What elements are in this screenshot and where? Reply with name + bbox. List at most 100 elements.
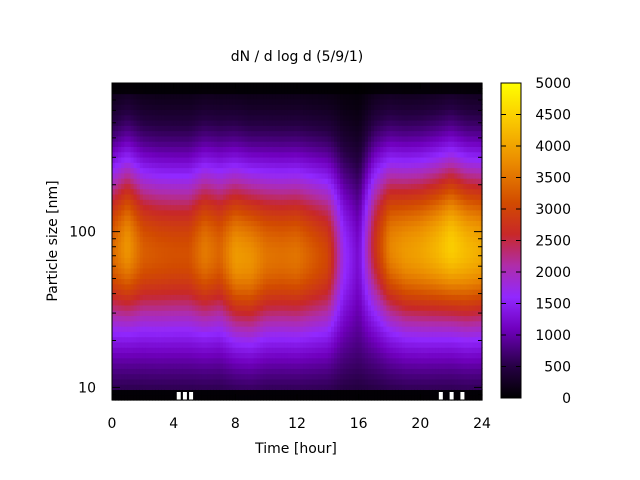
heatmap-cell [195,331,199,338]
heatmap-cell [189,336,193,343]
heatmap-cell [182,341,187,348]
heatmap-cell [269,114,273,121]
heatmap-cell [198,209,203,216]
heatmap-cell [327,125,332,132]
heatmap-cell [263,246,267,253]
heatmap-cell [293,241,298,248]
heatmap-cell [260,310,264,317]
heatmap-cell [167,278,172,285]
heatmap-cell [287,183,292,190]
heatmap-cell [275,146,280,153]
heatmap-cell [164,257,169,264]
heatmap-cell [115,236,119,243]
heatmap-cell [121,109,125,116]
heatmap-cell [297,215,301,221]
heatmap-cell [364,172,369,179]
heatmap-cell [226,225,230,232]
heatmap-cell [115,141,119,147]
heatmap-cell [207,88,212,95]
heatmap-cell [213,373,218,380]
heatmap-cell [306,267,310,274]
heatmap-cell [330,389,335,396]
heatmap-cell [358,204,363,211]
heatmap-cell [287,289,292,295]
heatmap-cell [269,352,273,359]
heatmap-cell [260,109,264,116]
heatmap-cell [195,315,199,322]
heatmap-cell [346,246,351,253]
heatmap-cell [256,378,261,385]
heatmap-cell [297,146,301,153]
heatmap-cell [152,273,156,280]
heatmap-cell [266,304,270,311]
heatmap-cell [352,241,357,248]
heatmap-cell [226,98,230,105]
heatmap-cell [115,98,119,105]
heatmap-cell [300,204,304,211]
heatmap-cell [210,172,215,179]
heatmap-cell [263,204,267,211]
heatmap-cell [182,352,187,359]
heatmap-cell [346,294,351,301]
heatmap-cell [346,178,351,184]
heatmap-cell [238,135,243,142]
heatmap-cell [149,241,153,248]
heatmap-cell [260,172,264,179]
heatmap-cell [324,294,329,301]
heatmap-cell [223,104,227,111]
heatmap-cell [297,336,301,343]
heatmap-cell [340,246,344,253]
heatmap-cell [176,320,181,327]
heatmap-cell [250,93,255,100]
heatmap-cell [213,273,218,280]
heatmap-cell [136,241,141,248]
heatmap-cell [241,98,246,105]
heatmap-cell [164,278,169,285]
heatmap-cell [210,215,215,221]
heatmap-cell [189,230,193,237]
heatmap-cell [204,384,209,391]
heatmap-cell [124,93,129,100]
heatmap-cell [155,294,159,301]
heatmap-cell [306,273,310,280]
heatmap-cell [235,125,240,132]
heatmap-cell [340,146,344,153]
heatmap-cell [244,225,249,232]
heatmap-cell [260,315,264,322]
heatmap-cell [170,326,175,332]
heatmap-cell [260,178,264,184]
heatmap-cell [161,114,166,121]
heatmap-cell [173,114,178,121]
heatmap-cell [232,172,236,179]
heatmap-cell [318,125,323,132]
heatmap-cell [219,204,224,211]
heatmap-cell [182,320,187,327]
heatmap-cell [204,273,209,280]
heatmap-cell [182,294,187,301]
heatmap-cell [170,225,175,232]
heatmap-cell [158,162,162,169]
heatmap-cell [238,98,243,105]
heatmap-cell [293,119,298,126]
heatmap-cell [340,315,344,322]
heatmap-cell [235,257,240,264]
heatmap-cell [115,283,119,290]
heatmap-cell [186,283,190,290]
heatmap-cell [161,178,166,184]
heatmap-cell [136,347,141,354]
heatmap-cell [173,273,178,280]
heatmap-cell [312,109,317,116]
heatmap-cell [327,241,332,248]
heatmap-cell [219,125,224,132]
heatmap-cell [269,341,273,348]
heatmap-cell [306,299,310,306]
heatmap-cell [364,98,369,105]
heatmap-cell [145,341,150,348]
heatmap-cell [293,336,298,343]
heatmap-cell [327,114,332,121]
heatmap-cell [182,130,187,137]
heatmap-cell [355,241,360,248]
heatmap-cell [315,283,320,290]
heatmap-cell [330,230,335,237]
heatmap-cell [287,114,292,121]
